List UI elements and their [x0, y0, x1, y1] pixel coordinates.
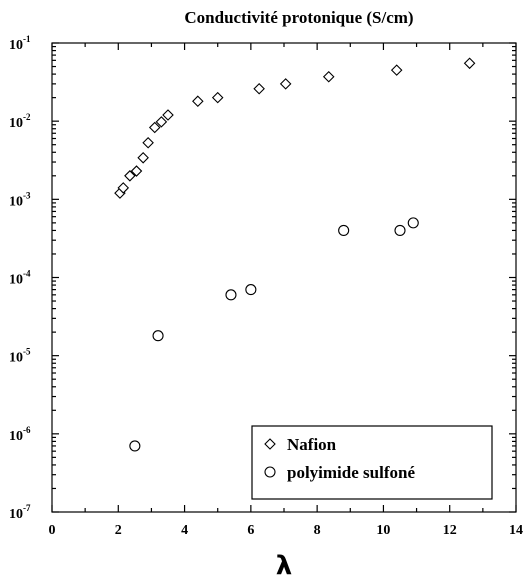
legend-label: Nafion	[287, 435, 337, 454]
y-tick-label: 10-1	[9, 34, 31, 53]
nafion-point	[193, 96, 203, 106]
y-tick-label: 10-6	[9, 425, 31, 444]
legend-polyimide-marker	[265, 467, 275, 477]
nafion-point	[143, 138, 153, 148]
polyimide-point	[395, 225, 405, 235]
nafion-point	[281, 79, 291, 89]
nafion-point	[465, 58, 475, 68]
y-tick-label: 10-3	[9, 190, 31, 209]
x-tick-label: 6	[247, 523, 254, 538]
x-tick-label: 2	[115, 523, 122, 538]
nafion-point	[138, 153, 148, 163]
legend-label: polyimide sulfoné	[287, 463, 415, 482]
nafion-point	[163, 110, 173, 120]
x-tick-label: 12	[443, 523, 457, 538]
polyimide-point	[408, 218, 418, 228]
y-tick-label: 10-5	[9, 347, 31, 366]
polyimide-point	[339, 225, 349, 235]
series-2	[130, 218, 418, 451]
legend: Nafion polyimide sulfoné	[252, 426, 492, 499]
series-1	[115, 58, 475, 198]
x-tick-label: 8	[314, 523, 321, 538]
polyimide-point	[153, 331, 163, 341]
x-tick-label: 0	[49, 523, 56, 538]
x-tick-label: 10	[376, 523, 390, 538]
y-tick-label: 10-7	[9, 503, 31, 522]
nafion-point	[254, 84, 264, 94]
plot-area	[115, 58, 475, 451]
y-tick-label: 10-2	[9, 112, 31, 131]
x-tick-label: 14	[509, 523, 523, 538]
polyimide-point	[246, 285, 256, 295]
nafion-point	[213, 93, 223, 103]
nafion-point	[392, 65, 402, 75]
polyimide-point	[226, 290, 236, 300]
nafion-point	[324, 72, 334, 82]
polyimide-point	[130, 441, 140, 451]
x-tick-label: 4	[181, 523, 188, 538]
y-tick-label: 10-4	[9, 269, 31, 288]
chart-title: Conductivité protonique (S/cm)	[184, 8, 413, 27]
x-axis-label: λ	[276, 551, 292, 581]
